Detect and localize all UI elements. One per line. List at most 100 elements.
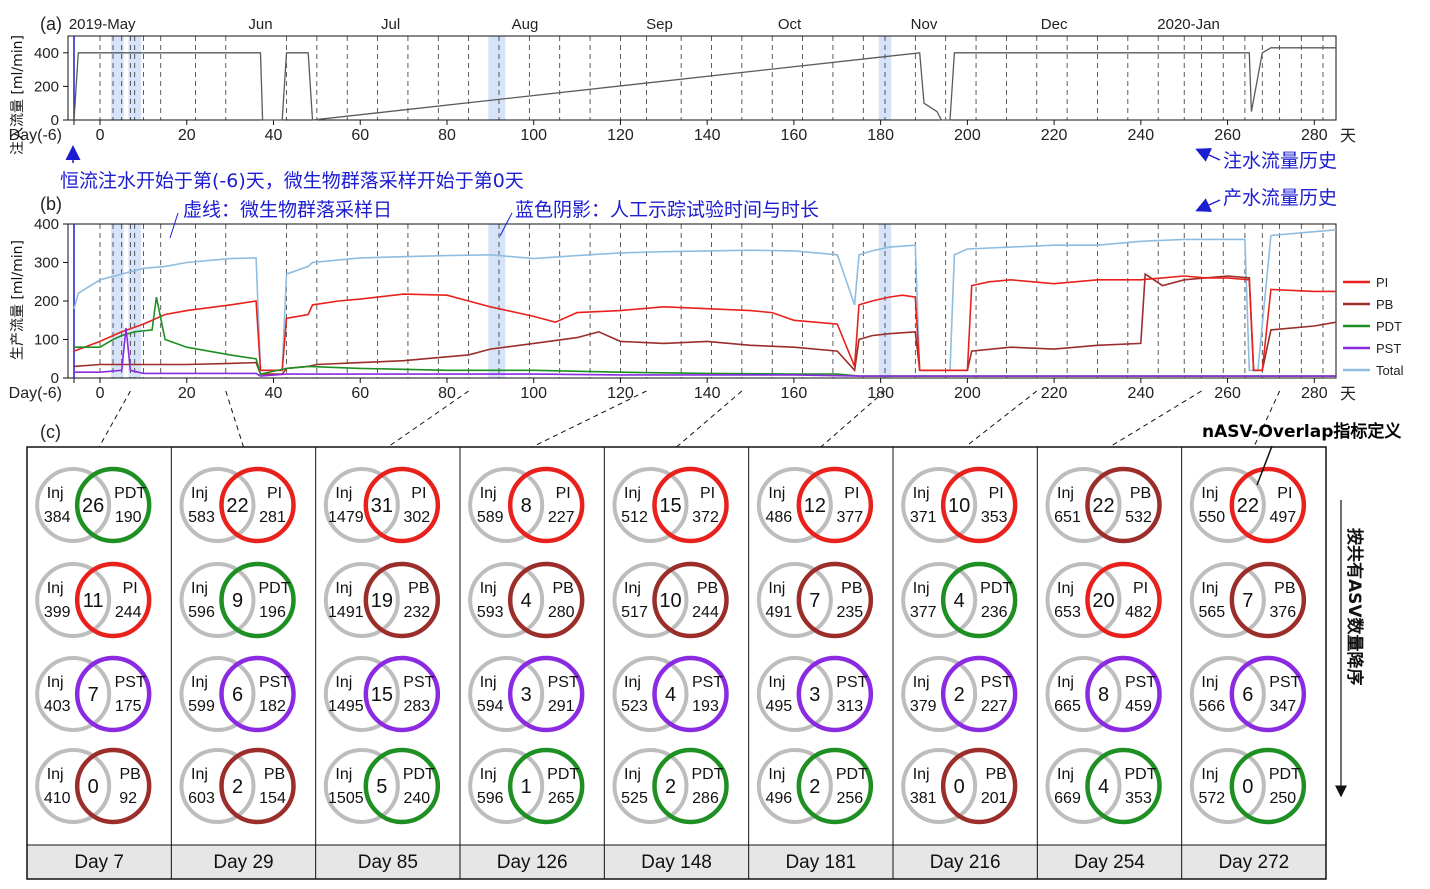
venn-well-count: 459	[1125, 698, 1152, 715]
venn-well-label: PB	[1274, 580, 1295, 597]
venn-inj-circle	[35, 467, 112, 543]
overlap-title-leader	[1256, 445, 1273, 486]
panel-b-xtick-label: 240	[1127, 385, 1154, 402]
month-label: Jul	[381, 16, 400, 33]
day-label: Day 272	[1218, 852, 1289, 873]
venn-well-label: PST	[403, 674, 434, 691]
venn-inj-label: Inj	[1057, 766, 1074, 783]
venn-inj-circle	[1189, 748, 1266, 824]
month-label: 2019-May	[69, 16, 136, 33]
venn-well-label: PDT	[836, 766, 868, 783]
venn-inj-label: Inj	[47, 580, 64, 597]
tracer-test-shade	[488, 36, 506, 120]
venn-inj-count: 594	[477, 698, 504, 715]
venn-inj-count: 512	[621, 509, 648, 526]
venn-inj-circle	[1045, 656, 1122, 732]
venn-inj-count: 566	[1198, 698, 1225, 715]
venn-well-label: PST	[548, 674, 579, 691]
tracer-test-shade	[128, 36, 142, 120]
venn-well-count: 265	[548, 790, 575, 807]
venn-well-circle-pb	[1085, 466, 1162, 544]
panel-b-ytick-label: 300	[34, 255, 59, 272]
venn-well-count: 497	[1269, 509, 1296, 526]
venn-well-count: 376	[1269, 604, 1296, 621]
venn-inj-label: Inj	[335, 485, 352, 502]
venn-overlap-count: 2	[954, 684, 965, 706]
venn-inj-label: Inj	[191, 485, 208, 502]
venn-well-label: PDT	[1125, 766, 1157, 783]
panel-b-ytick-label: 0	[51, 370, 59, 387]
shade-annotation-leader	[499, 212, 513, 237]
venn-well-count: 347	[1269, 698, 1296, 715]
panel-b-xtick-label: 80	[438, 385, 456, 402]
venn-well-count: 154	[259, 790, 286, 807]
dashed-line-annotation: 虚线：微生物群落采样日	[183, 199, 392, 221]
panel-a-xtick-label: 220	[1041, 127, 1068, 144]
venn-inj-label: Inj	[913, 674, 930, 691]
venn-overlap-count: 2	[809, 776, 820, 798]
venn-inj-label: Inj	[191, 580, 208, 597]
venn-well-count: 256	[836, 790, 863, 807]
venn-well-label: PST	[836, 674, 867, 691]
venn-overlap-count: 10	[659, 590, 681, 612]
panel-b-xtick-label: 280	[1301, 385, 1328, 402]
venn-inj-label: Inj	[335, 766, 352, 783]
panel-b-xtick-label: 60	[351, 385, 369, 402]
venn-well-count: 283	[403, 698, 430, 715]
venn-inj-circle	[756, 562, 833, 638]
sampling-connector	[820, 390, 886, 448]
venn-inj-count: 1479	[328, 509, 364, 526]
venn-well-circle-pdt	[507, 747, 585, 825]
venn-overlap-count: 0	[88, 776, 99, 798]
venn-inj-circle	[1189, 656, 1266, 732]
venn-inj-label: Inj	[913, 580, 930, 597]
venn-inj-count: 1491	[328, 604, 364, 621]
venn-inj-label: Inj	[1057, 485, 1074, 502]
inj-history-arrow	[1195, 148, 1221, 162]
panel-a-xtick-label: 180	[867, 127, 894, 144]
panel-a-xtick-label: 120	[607, 127, 634, 144]
venn-well-count: 244	[692, 604, 719, 621]
venn-well-count: 250	[1269, 790, 1296, 807]
venn-inj-circle	[179, 656, 256, 732]
venn-inj-count: 523	[621, 698, 648, 715]
venn-well-circle-pi	[74, 561, 152, 639]
venn-well-count: 286	[692, 790, 719, 807]
venn-inj-circle	[756, 467, 833, 543]
venn-inj-label: Inj	[768, 674, 785, 691]
month-label: Aug	[512, 16, 539, 33]
venn-overlap-count: 8	[521, 495, 532, 517]
venn-inj-count: 665	[1054, 698, 1081, 715]
venn-well-label: PST	[115, 674, 146, 691]
venn-inj-circle	[179, 562, 256, 638]
venn-inj-circle	[468, 467, 545, 543]
panel-a-ytick-label: 200	[34, 78, 59, 95]
venn-inj-count: 517	[621, 604, 648, 621]
venn-well-label: PDT	[547, 766, 579, 783]
venn-well-circle-pi	[652, 466, 729, 544]
venn-well-circle-pi	[796, 466, 874, 544]
venn-inj-label: Inj	[480, 766, 497, 783]
panel-b-ytick-label: 400	[34, 216, 59, 233]
venn-overlap-count: 19	[371, 590, 393, 612]
venn-inj-circle	[756, 748, 833, 824]
venn-inj-count: 1495	[328, 698, 364, 715]
venn-overlap-count: 0	[1242, 776, 1253, 798]
venn-inj-label: Inj	[480, 674, 497, 691]
venn-well-circle-pst	[507, 655, 585, 733]
venn-well-label: PDT	[114, 485, 146, 502]
venn-well-circle-pdt	[940, 561, 1018, 639]
panel-b-xtick-label: 220	[1041, 385, 1068, 402]
panel-b-xtick-label: 180	[867, 385, 894, 402]
venn-well-circle-pdt	[1229, 747, 1307, 825]
venn-inj-count: 550	[1198, 509, 1225, 526]
venn-inj-count: 669	[1054, 790, 1081, 807]
venn-well-count: 227	[548, 509, 575, 526]
panel-b-xtick-label: 120	[607, 385, 634, 402]
sampling-connector	[1253, 390, 1281, 448]
panel-a-xtick-first: Day(-6)	[9, 127, 62, 144]
venn-inj-circle	[323, 467, 400, 543]
venn-inj-label: Inj	[624, 485, 641, 502]
panel-a-xtick-label: 100	[520, 127, 547, 144]
